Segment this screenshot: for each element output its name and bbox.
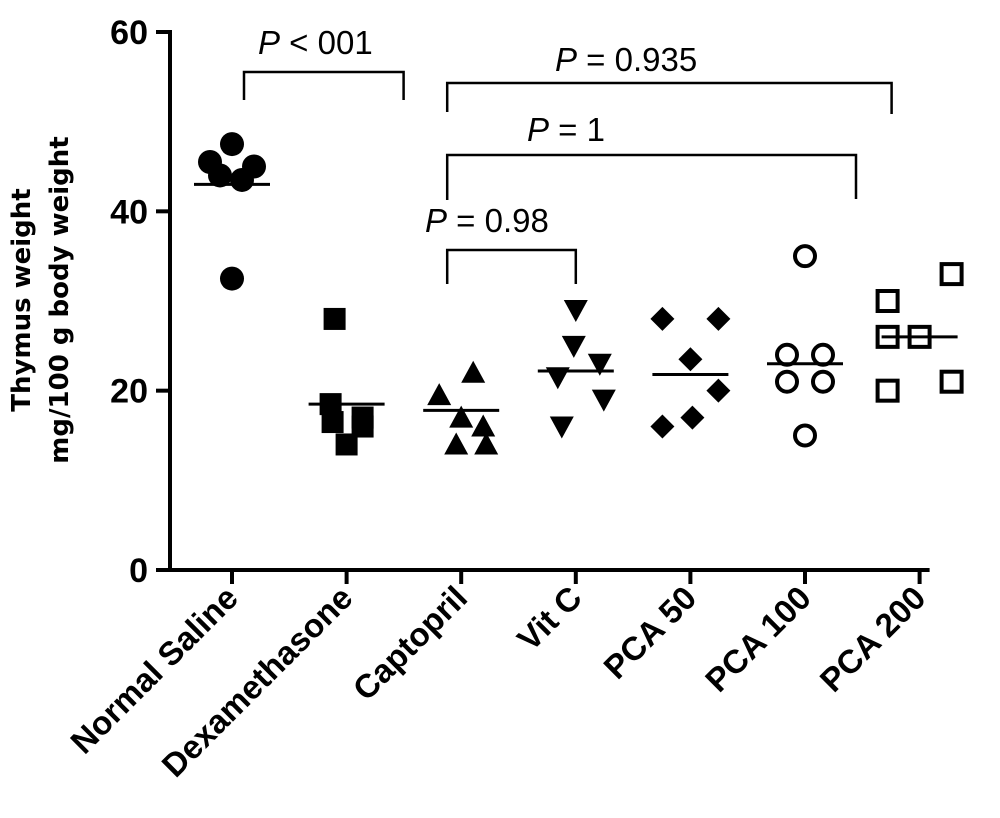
p-value-symbol: P	[555, 41, 577, 78]
data-point	[811, 342, 835, 367]
data-point	[230, 167, 254, 192]
data-point	[220, 266, 244, 291]
y-tick-label: 20	[110, 373, 148, 411]
data-point	[335, 433, 358, 456]
data-point	[474, 432, 499, 455]
data-point	[545, 367, 570, 390]
p-value-symbol: P	[258, 24, 280, 61]
data-point	[587, 353, 612, 376]
data-points	[198, 132, 964, 456]
p-value-text: = 0.935	[577, 41, 697, 78]
data-point	[875, 289, 900, 313]
group-means	[194, 182, 958, 412]
data-point	[220, 132, 244, 157]
data-point	[706, 306, 731, 331]
data-point	[775, 369, 799, 394]
data-point	[449, 405, 474, 428]
data-point	[793, 244, 817, 269]
data-point	[351, 415, 374, 438]
x-tick-label: Dexamethasone	[154, 579, 359, 784]
data-point	[321, 411, 344, 434]
data-point	[793, 423, 817, 448]
data-point	[680, 405, 705, 430]
data-point	[650, 414, 675, 439]
x-tick-label: Vit C	[510, 579, 589, 658]
x-tick-label: PCA 200	[813, 579, 933, 699]
p-value-label: P = 1	[527, 111, 605, 148]
significance-bracket	[445, 81, 893, 114]
data-point	[427, 383, 452, 406]
significance-bracket	[242, 70, 405, 100]
data-point	[461, 360, 486, 383]
significance-bracket	[445, 153, 858, 200]
x-tick-label: Captopril	[346, 579, 475, 708]
p-value-symbol: P	[425, 202, 447, 239]
data-point	[323, 307, 346, 330]
data-point	[939, 369, 964, 394]
y-tick-label: 0	[129, 552, 148, 590]
data-point	[549, 416, 574, 439]
y-tick-label: 40	[110, 193, 148, 231]
data-point	[591, 389, 616, 412]
data-point	[775, 342, 799, 367]
y-axis-label-line-2: mg/100 g body weight	[45, 136, 75, 463]
x-tick-label: PCA 100	[698, 579, 818, 699]
data-point	[678, 347, 703, 372]
data-point	[811, 369, 835, 394]
data-point	[650, 306, 675, 331]
data-point	[208, 163, 232, 188]
y-axis-label: Thymus weight mg/100 g body weight	[7, 136, 75, 463]
significance-bracket	[445, 248, 578, 284]
data-point	[563, 299, 588, 322]
data-point	[706, 378, 731, 403]
data-point	[939, 262, 964, 287]
y-tick-label: 60	[110, 14, 148, 52]
y-axis-label-line-1: Thymus weight	[7, 188, 37, 411]
p-value-text: = 0.98	[447, 202, 549, 239]
p-value-text: < 001	[280, 24, 373, 61]
p-value-symbol: P	[527, 111, 549, 148]
data-point	[444, 432, 469, 455]
p-value-label: P < 001	[258, 24, 373, 61]
x-tick-label: PCA 50	[596, 579, 703, 686]
p-value-label: P = 0.98	[425, 202, 549, 239]
p-value-label: P = 0.935	[555, 41, 697, 78]
data-point	[471, 414, 496, 437]
data-point	[875, 378, 900, 403]
p-value-text: = 1	[549, 111, 605, 148]
data-point	[561, 335, 586, 358]
